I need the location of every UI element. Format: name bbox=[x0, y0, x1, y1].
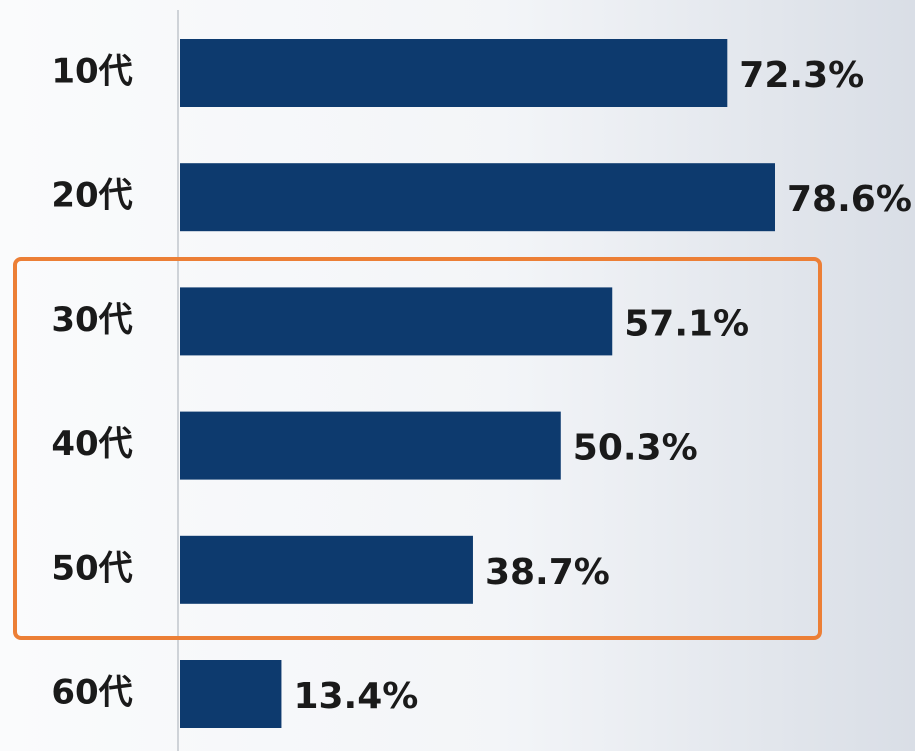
chart: 10代 72.3% 20代 78.6% 30代 57.1% 40代 50.3% 50代 38.7%… bbox=[0, 0, 915, 751]
category-label: 40代 bbox=[51, 424, 132, 464]
bar bbox=[180, 287, 612, 355]
category-label: 50代 bbox=[51, 548, 132, 588]
value-label: 13.4% bbox=[293, 676, 418, 717]
bar bbox=[180, 536, 473, 604]
category-label: 30代 bbox=[51, 300, 132, 340]
value-label: 50.3% bbox=[573, 428, 698, 469]
category-label: 60代 bbox=[51, 673, 132, 713]
value-label: 72.3% bbox=[739, 55, 864, 96]
category-label: 10代 bbox=[51, 52, 132, 92]
value-label: 57.1% bbox=[624, 303, 749, 344]
value-label: 38.7% bbox=[485, 552, 610, 593]
bar bbox=[180, 39, 727, 107]
bar bbox=[180, 660, 281, 728]
bar bbox=[180, 163, 775, 231]
bar bbox=[180, 412, 561, 480]
category-label: 20代 bbox=[51, 176, 132, 216]
value-label: 78.6% bbox=[787, 179, 912, 220]
